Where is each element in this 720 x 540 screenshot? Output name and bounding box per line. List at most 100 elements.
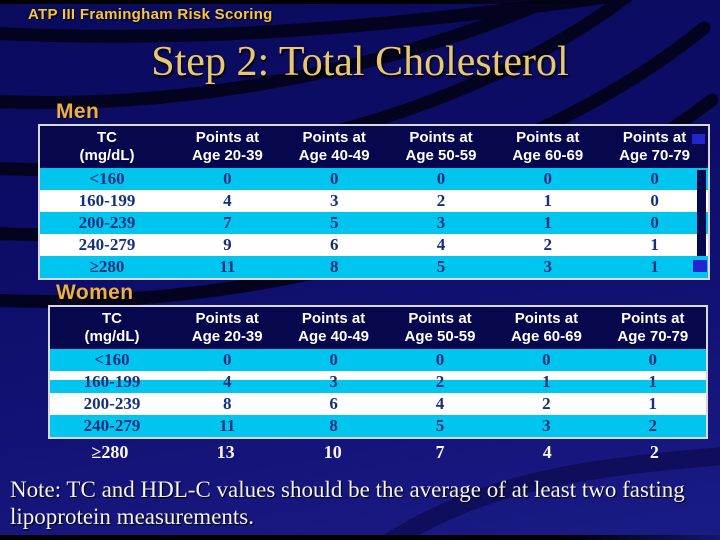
points-cell: 2: [648, 416, 658, 435]
points-cell: 4: [435, 394, 445, 413]
accent-square: [693, 260, 707, 272]
page-title: Step 2: Total Cholesterol: [151, 39, 569, 85]
column-header-age-40-49: Points at Age 40-49: [298, 129, 370, 164]
women-table-header-row: TC (mg/dL) Points at Age 20-39 Points at Ag…: [50, 307, 706, 349]
points-cell: 3: [543, 257, 553, 276]
points-cell: 11: [219, 257, 236, 276]
points-cell: 3: [329, 191, 339, 210]
table-row: 240-279 9 6 4 2 1: [40, 234, 708, 256]
women-outside-row: ≥280 13 10 7 4 2: [48, 441, 708, 464]
points-cell: 2: [542, 394, 551, 413]
note-line-1: Note: TC and HDL-C values should be the …: [10, 477, 685, 502]
points-cell: 5: [436, 257, 446, 276]
tc-range-cell: 200-239: [78, 213, 136, 232]
stripe-right-mask: [697, 170, 706, 256]
note-text: Note: TC and HDL-C values should be the …: [10, 477, 716, 531]
column-header-age-50-59: Points at Age 50-59: [405, 129, 477, 164]
points-cell: 2: [649, 442, 659, 462]
note-line-2: lipoprotein measurements.: [10, 503, 254, 529]
points-cell: 0: [329, 350, 338, 369]
column-header-age-40-49: Points at Age 40-49: [298, 310, 370, 345]
points-cell: 8: [329, 416, 338, 435]
points-cell: 1: [650, 257, 659, 276]
tc-range-cell: 160-199: [83, 372, 141, 391]
tc-range-cell: 160-199: [78, 191, 136, 210]
table-row: 160-199 4 3 2 1 1: [50, 371, 706, 393]
column-header-age-20-39: Points at Age 20-39: [191, 129, 263, 164]
tc-range-cell: 240-279: [83, 416, 141, 435]
men-table-header-row: TC (mg/dL) Points at Age 20-39 Points at Ag…: [40, 126, 708, 168]
points-cell: 2: [543, 235, 553, 254]
tc-range-cell: ≥280: [91, 442, 129, 462]
points-cell: 4: [223, 191, 232, 210]
points-cell: 5: [329, 213, 339, 232]
points-cell: 0: [543, 169, 553, 188]
points-cell: 3: [542, 416, 551, 435]
points-cell: 6: [329, 394, 338, 413]
points-cell: 1: [648, 372, 658, 391]
points-cell: 7: [223, 213, 232, 232]
points-cell: 0: [436, 169, 446, 188]
points-cell: 10: [323, 442, 342, 462]
tc-range-cell: 240-279: [78, 235, 136, 254]
points-cell: 11: [219, 416, 236, 435]
table-row: ≥280 11 8 5 3 1: [40, 256, 708, 278]
points-cell: 6: [329, 235, 339, 254]
points-cell: 7: [435, 442, 445, 462]
table-row: <160 0 0 0 0 0: [50, 349, 706, 371]
points-cell: 1: [650, 235, 659, 254]
points-cell: 8: [329, 257, 339, 276]
column-header-age-60-69: Points at Age 60-69: [512, 129, 584, 164]
points-cell: 3: [329, 372, 338, 391]
points-cell: 4: [542, 442, 552, 462]
women-section-label: Women: [56, 281, 134, 304]
bottom-edge-bar: [0, 535, 720, 540]
column-header-age-60-69: Points at Age 60-69: [510, 310, 582, 345]
points-cell: 0: [435, 350, 445, 369]
column-header-age-50-59: Points at Age 50-59: [404, 310, 476, 345]
tc-range-cell: <160: [94, 350, 130, 369]
points-cell: 4: [222, 372, 232, 391]
points-cell: 0: [223, 169, 232, 188]
points-cell: 1: [543, 191, 553, 210]
points-cell: 3: [436, 213, 446, 232]
column-header-tc: TC (mg/dL): [84, 310, 140, 345]
points-cell: 0: [222, 350, 232, 369]
column-header-age-70-79: Points at Age 70-79: [617, 310, 689, 345]
accent-square: [692, 134, 705, 144]
points-cell: 1: [648, 394, 658, 413]
points-cell: 4: [436, 235, 446, 254]
table-row: 160-199 4 3 2 1 0: [40, 190, 708, 212]
tc-range-cell: ≥280: [89, 257, 125, 276]
table-row: 240-279 11 8 5 3 2: [50, 415, 706, 437]
points-cell: 5: [435, 416, 445, 435]
points-cell: 1: [542, 372, 551, 391]
table-row: 200-239 8 6 4 2 1: [50, 393, 706, 415]
points-cell: 13: [216, 442, 235, 462]
table-row: ≥280 13 10 7 4 2: [48, 441, 708, 464]
tc-range-cell: 200-239: [83, 394, 141, 413]
points-cell: 9: [223, 235, 232, 254]
table-row: <160 0 0 0 0 0: [40, 168, 708, 190]
table-row: 200-239 7 5 3 1 0: [40, 212, 708, 234]
women-table: TC (mg/dL) Points at Age 20-39 Points at Ag…: [48, 305, 708, 439]
men-table: TC (mg/dL) Points at Age 20-39 Points at Ag…: [38, 124, 710, 280]
points-cell: 0: [650, 213, 659, 232]
slide-kicker: ATP III Framingham Risk Scoring: [28, 6, 273, 23]
points-cell: 0: [648, 350, 658, 369]
points-cell: 0: [329, 169, 339, 188]
tc-range-cell: <160: [89, 169, 125, 188]
column-header-tc: TC (mg/dL): [79, 129, 135, 164]
points-cell: 1: [543, 213, 553, 232]
points-cell: 0: [650, 191, 659, 210]
points-cell: 2: [436, 191, 446, 210]
points-cell: 2: [435, 372, 445, 391]
top-edge-shadow: [0, 0, 720, 4]
points-cell: 8: [222, 394, 232, 413]
column-header-age-70-79: Points at Age 70-79: [619, 129, 691, 164]
men-section-label: Men: [56, 100, 100, 123]
column-header-age-20-39: Points at Age 20-39: [191, 310, 263, 345]
points-cell: 0: [542, 350, 551, 369]
points-cell: 0: [650, 169, 659, 188]
